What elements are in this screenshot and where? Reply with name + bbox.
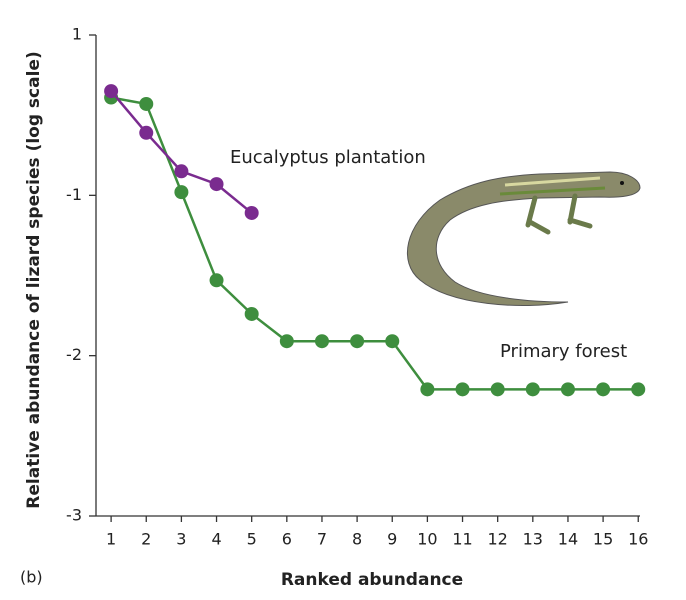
data-point: [596, 382, 611, 397]
data-point: [174, 185, 189, 200]
data-point: [350, 334, 365, 349]
x-tick-label: 8: [352, 530, 362, 549]
data-point: [104, 84, 119, 99]
x-tick-label: 13: [523, 530, 543, 549]
x-tick-label: 16: [628, 530, 648, 549]
x-tick-label: 12: [487, 530, 507, 549]
data-point: [631, 382, 646, 397]
lizard-illustration: [406, 171, 641, 306]
series-label: Primary forest: [500, 341, 627, 362]
y-axis-title: Relative abundance of lizard species (lo…: [24, 51, 44, 508]
data-point: [420, 382, 435, 397]
data-point: [139, 125, 154, 140]
x-axis-title: Ranked abundance: [281, 570, 463, 590]
x-tick-label: 3: [176, 530, 186, 549]
data-point: [490, 382, 505, 397]
x-tick-label: 6: [282, 530, 292, 549]
panel-label: (b): [20, 568, 43, 587]
series-label: Eucalyptus plantation: [230, 147, 426, 168]
x-tick-label: 9: [387, 530, 397, 549]
x-tick-label: 4: [211, 530, 221, 549]
y-tick-label: 1: [72, 25, 82, 44]
x-tick-label: 10: [417, 530, 437, 549]
data-point: [209, 177, 224, 192]
x-tick-label: 1: [106, 530, 116, 549]
y-tick-label: -3: [66, 506, 82, 525]
x-tick-label: 15: [593, 530, 613, 549]
data-point: [244, 205, 259, 220]
x-tick-label: 7: [317, 530, 327, 549]
data-point: [244, 306, 259, 321]
data-point: [279, 334, 294, 349]
x-tick-label: 14: [558, 530, 578, 549]
data-point: [314, 334, 329, 349]
data-point: [455, 382, 470, 397]
y-tick-label: -1: [66, 185, 82, 204]
data-point: [139, 96, 154, 111]
x-tick-label: 2: [141, 530, 151, 549]
data-point: [560, 382, 575, 397]
x-tick-label: 11: [452, 530, 472, 549]
series-line: [110, 96, 639, 391]
y-tick-label: -2: [66, 345, 82, 364]
data-point: [385, 334, 400, 349]
data-point: [525, 382, 540, 397]
x-tick-label: 5: [247, 530, 257, 549]
data-point: [174, 164, 189, 179]
data-point: [209, 273, 224, 288]
